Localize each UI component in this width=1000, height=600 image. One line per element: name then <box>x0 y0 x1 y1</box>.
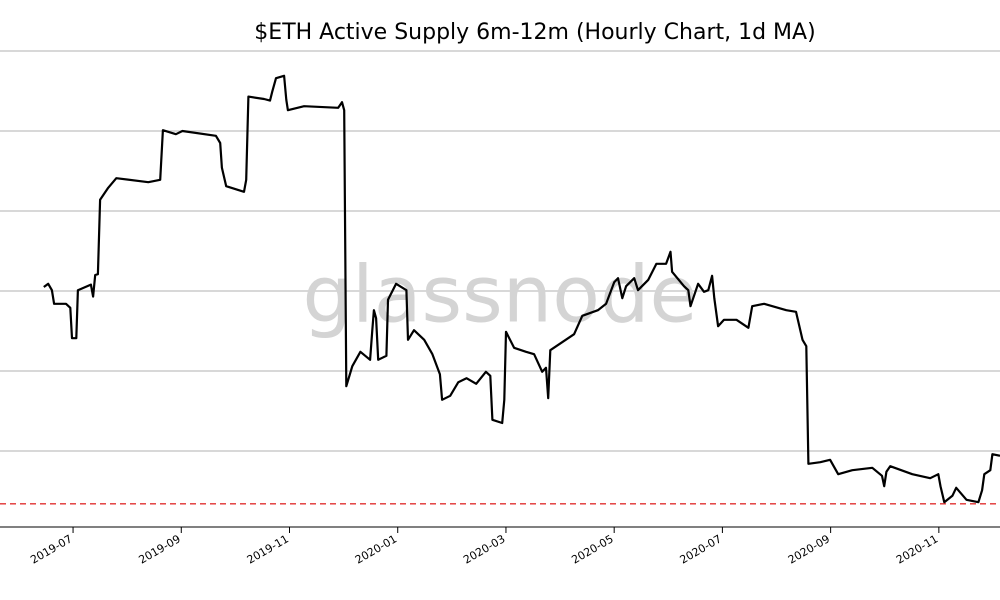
x-tick-label: 2020-01 <box>353 532 399 566</box>
x-tick-label: 2019-09 <box>136 532 182 566</box>
x-tick-label: 2019-11 <box>245 532 291 566</box>
data-line <box>43 74 1000 504</box>
x-tick-label: 2020-05 <box>569 532 615 566</box>
chart-title: $ETH Active Supply 6m-12m (Hourly Chart,… <box>254 20 815 45</box>
watermark: glassnode <box>303 250 698 340</box>
x-tick-label: 2020-07 <box>678 532 724 566</box>
x-tick-label: 2020-03 <box>461 532 507 566</box>
x-tick-label: 2020-09 <box>786 532 832 566</box>
x-tick-label: 2020-11 <box>894 532 940 566</box>
x-tick-label: 2019-07 <box>28 532 74 566</box>
